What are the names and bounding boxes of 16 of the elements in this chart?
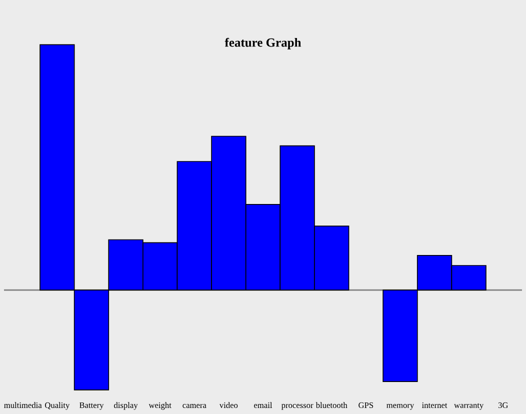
x-tick-label: video bbox=[219, 402, 238, 408]
x-tick-label: Quality bbox=[45, 402, 70, 410]
x-tick-label: internet bbox=[422, 402, 448, 408]
x-tick-label: multimedia bbox=[4, 402, 42, 408]
x-tick-label: bluetooth bbox=[316, 402, 348, 408]
x-tick-label: memory bbox=[386, 404, 414, 410]
chart-title: feature Graph bbox=[224, 38, 302, 50]
x-tick-label: display bbox=[114, 402, 138, 410]
x-tick-label: GPS bbox=[358, 402, 374, 408]
x-tick-label: warranty bbox=[454, 403, 484, 410]
x-tick-label: 3G bbox=[498, 402, 508, 408]
x-tick-label: weight bbox=[148, 402, 172, 410]
x-tick-label: camera bbox=[182, 404, 206, 408]
x-tick-label: processor bbox=[281, 404, 314, 410]
x-tick-label: Battery bbox=[79, 402, 104, 410]
x-tick-label: email bbox=[254, 402, 272, 408]
